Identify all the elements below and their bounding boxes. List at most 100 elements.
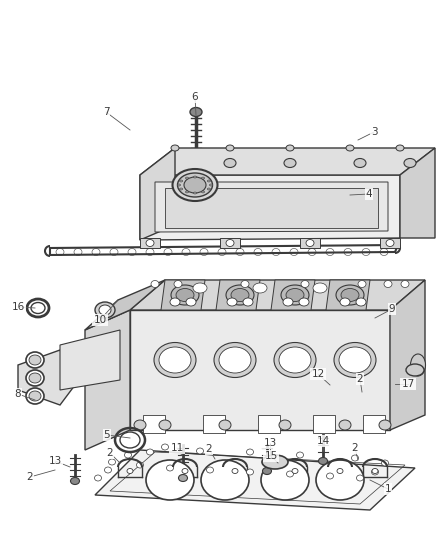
Text: 4: 4 xyxy=(365,189,371,199)
Ellipse shape xyxy=(246,449,253,455)
Ellipse shape xyxy=(185,191,188,193)
Ellipse shape xyxy=(219,420,230,430)
Ellipse shape xyxy=(134,420,146,430)
Polygon shape xyxy=(85,280,165,330)
Bar xyxy=(362,415,384,433)
Ellipse shape xyxy=(333,343,375,377)
Polygon shape xyxy=(130,280,424,310)
Ellipse shape xyxy=(201,191,204,193)
Polygon shape xyxy=(325,280,369,310)
Ellipse shape xyxy=(184,177,205,193)
Polygon shape xyxy=(161,280,205,310)
Ellipse shape xyxy=(29,391,41,401)
Ellipse shape xyxy=(161,444,168,450)
Ellipse shape xyxy=(185,177,188,179)
Ellipse shape xyxy=(219,347,251,373)
Ellipse shape xyxy=(283,298,292,306)
Ellipse shape xyxy=(371,469,378,475)
Ellipse shape xyxy=(243,298,252,306)
Ellipse shape xyxy=(345,145,353,151)
Ellipse shape xyxy=(410,354,424,376)
Polygon shape xyxy=(85,310,130,450)
Text: 7: 7 xyxy=(102,107,109,117)
Text: 2: 2 xyxy=(351,443,357,453)
Ellipse shape xyxy=(378,420,390,430)
Ellipse shape xyxy=(355,298,365,306)
Ellipse shape xyxy=(172,169,217,201)
Ellipse shape xyxy=(298,298,308,306)
Polygon shape xyxy=(165,188,377,228)
Ellipse shape xyxy=(326,473,333,479)
Ellipse shape xyxy=(279,420,290,430)
Ellipse shape xyxy=(29,355,41,365)
Ellipse shape xyxy=(226,298,237,306)
Ellipse shape xyxy=(177,173,212,197)
Ellipse shape xyxy=(336,469,342,473)
Polygon shape xyxy=(95,450,414,510)
Polygon shape xyxy=(18,350,75,405)
Ellipse shape xyxy=(338,420,350,430)
Ellipse shape xyxy=(381,460,388,466)
Ellipse shape xyxy=(240,280,248,287)
Ellipse shape xyxy=(383,280,391,287)
Ellipse shape xyxy=(124,452,131,458)
Text: 14: 14 xyxy=(316,436,329,446)
Bar xyxy=(202,415,225,433)
Ellipse shape xyxy=(201,177,204,179)
Polygon shape xyxy=(270,280,314,310)
Ellipse shape xyxy=(371,469,377,473)
Ellipse shape xyxy=(300,280,308,287)
Ellipse shape xyxy=(280,285,308,305)
Ellipse shape xyxy=(231,469,237,473)
Ellipse shape xyxy=(403,158,415,167)
Ellipse shape xyxy=(283,158,295,167)
Text: 11: 11 xyxy=(170,443,183,453)
Text: 16: 16 xyxy=(11,302,25,312)
Text: 13: 13 xyxy=(48,456,61,466)
Ellipse shape xyxy=(201,460,248,500)
Ellipse shape xyxy=(94,475,101,481)
Ellipse shape xyxy=(261,455,287,469)
Ellipse shape xyxy=(252,283,266,293)
Ellipse shape xyxy=(296,452,303,458)
Text: 3: 3 xyxy=(370,127,376,137)
Ellipse shape xyxy=(71,478,79,484)
Ellipse shape xyxy=(226,145,233,151)
Ellipse shape xyxy=(285,288,303,302)
Ellipse shape xyxy=(286,471,293,477)
Ellipse shape xyxy=(285,145,293,151)
Ellipse shape xyxy=(315,460,363,500)
Ellipse shape xyxy=(151,280,159,287)
Ellipse shape xyxy=(226,285,254,305)
Ellipse shape xyxy=(385,239,393,246)
Ellipse shape xyxy=(351,455,358,461)
Polygon shape xyxy=(60,330,120,390)
Ellipse shape xyxy=(136,462,143,468)
Ellipse shape xyxy=(209,184,212,186)
Text: 12: 12 xyxy=(311,369,324,379)
Polygon shape xyxy=(140,238,159,248)
Polygon shape xyxy=(379,238,399,248)
Ellipse shape xyxy=(193,283,207,293)
Ellipse shape xyxy=(395,145,403,151)
Ellipse shape xyxy=(353,158,365,167)
Ellipse shape xyxy=(171,285,198,305)
Ellipse shape xyxy=(120,432,140,448)
Ellipse shape xyxy=(26,352,44,368)
Text: 5: 5 xyxy=(103,430,110,440)
Ellipse shape xyxy=(226,239,233,246)
Ellipse shape xyxy=(357,280,365,287)
Polygon shape xyxy=(389,280,424,430)
Ellipse shape xyxy=(154,343,195,377)
Ellipse shape xyxy=(207,188,210,190)
Ellipse shape xyxy=(29,373,41,383)
Ellipse shape xyxy=(104,467,111,473)
Ellipse shape xyxy=(166,465,173,471)
Ellipse shape xyxy=(146,239,154,246)
Text: 1: 1 xyxy=(384,484,390,494)
Text: 13: 13 xyxy=(263,438,276,448)
Ellipse shape xyxy=(182,469,187,473)
Polygon shape xyxy=(299,238,319,248)
Polygon shape xyxy=(215,280,259,310)
Ellipse shape xyxy=(312,283,326,293)
